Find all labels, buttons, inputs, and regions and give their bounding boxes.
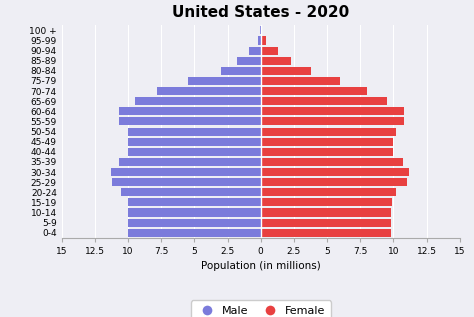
Bar [261, 77, 340, 85]
Bar [128, 127, 261, 136]
Bar [157, 87, 261, 95]
Bar [121, 188, 261, 196]
Bar [249, 47, 261, 55]
Bar [261, 178, 407, 186]
Title: United States - 2020: United States - 2020 [172, 5, 349, 20]
Bar [118, 117, 261, 126]
Bar [261, 127, 396, 136]
Bar [128, 229, 261, 237]
Bar [261, 138, 393, 146]
Bar [260, 26, 261, 35]
Bar [135, 97, 261, 105]
Bar [261, 36, 266, 45]
Bar [261, 218, 391, 227]
Bar [261, 148, 393, 156]
Legend: Male, Female: Male, Female [191, 300, 331, 317]
Bar [261, 47, 278, 55]
Bar [111, 168, 261, 176]
Bar [261, 57, 291, 65]
Bar [261, 208, 391, 217]
Bar [128, 148, 261, 156]
Bar [261, 168, 410, 176]
Bar [261, 198, 392, 206]
Bar [128, 138, 261, 146]
Bar [261, 117, 404, 126]
Bar [118, 158, 261, 166]
Bar [258, 36, 261, 45]
X-axis label: Population (in millions): Population (in millions) [201, 261, 320, 271]
Bar [261, 67, 311, 75]
Bar [221, 67, 261, 75]
Bar [261, 158, 403, 166]
Bar [237, 57, 261, 65]
Bar [118, 107, 261, 115]
Bar [261, 229, 391, 237]
Bar [261, 26, 262, 35]
Bar [188, 77, 261, 85]
Bar [261, 107, 404, 115]
Bar [112, 178, 261, 186]
Bar [261, 188, 396, 196]
Bar [128, 208, 261, 217]
Bar [128, 218, 261, 227]
Bar [128, 198, 261, 206]
Bar [261, 87, 367, 95]
Bar [261, 97, 387, 105]
